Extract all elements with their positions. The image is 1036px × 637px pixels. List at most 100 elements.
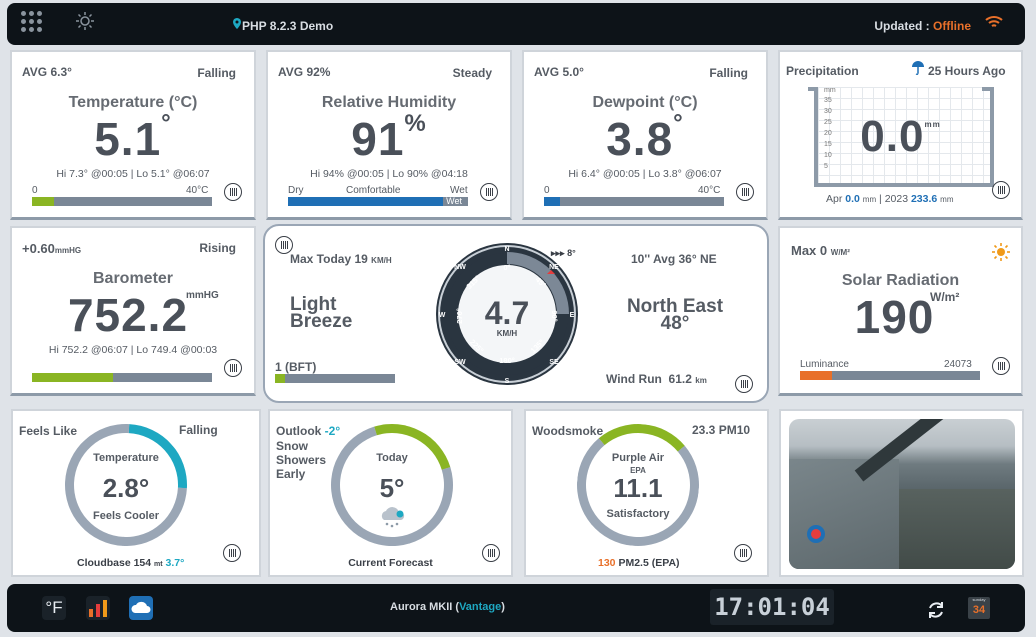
update-status: Updated : Offline <box>874 19 971 33</box>
outlook-card[interactable]: Outlook -2° Snow Showers Early Today 5° Cu… <box>268 402 513 577</box>
barometer-bar <box>32 373 212 382</box>
gauge-unit: mm <box>824 87 836 94</box>
solar-chart-icon[interactable] <box>992 357 1010 375</box>
charts-button[interactable] <box>86 596 110 620</box>
dewpoint-scale-max: 40°C <box>698 185 721 196</box>
gauge-lip-right <box>982 87 992 91</box>
humidity-trend: Steady <box>452 66 492 80</box>
refresh-icon[interactable] <box>926 600 946 620</box>
humidity-avg: AVG 92% <box>278 65 331 79</box>
calendar-day-label: sunday <box>972 597 986 602</box>
weather-button[interactable] <box>129 596 153 620</box>
air-pm25: 130 PM2.5 (EPA) <box>598 557 680 569</box>
webcam-card[interactable] <box>779 409 1024 577</box>
temperature-title: Temperature (°C) <box>68 94 198 111</box>
calendar-day: 34 <box>972 604 986 616</box>
humidity-unit: % <box>404 110 427 137</box>
temperature-chart-icon[interactable] <box>224 183 242 201</box>
luminance-label: Luminance <box>800 359 849 370</box>
humidity-comfortable: Comfortable <box>346 185 401 196</box>
outlook-inner: Today 5° <box>331 424 453 546</box>
temperature-bar-fill <box>32 197 54 206</box>
air-chart-icon[interactable] <box>734 544 752 562</box>
temperature-scale-max: 40°C <box>186 185 209 196</box>
air-title: Purple Air <box>611 452 665 464</box>
station-model-link[interactable]: Vantage <box>459 601 502 613</box>
temperature-value: 5.1° <box>12 110 254 166</box>
wind-max-value: 19 <box>354 252 368 266</box>
top-bar: PHP 8.2.3 Demo Updated : Offline <box>7 3 1025 45</box>
luminance-bar-fill <box>800 371 833 380</box>
barometer-chart-icon[interactable] <box>224 359 242 377</box>
barometer-trend: Rising <box>199 241 236 255</box>
solar-unit: W/m² <box>930 290 960 304</box>
wifi-icon[interactable] <box>985 14 1003 30</box>
wind-chart-icon-right[interactable] <box>735 375 753 393</box>
air-quality-card[interactable]: Woodsmoke 23.3 PM10 Purple Air EPA 11.1 … <box>524 409 769 577</box>
station-name[interactable]: PHP 8.2.3 Demo <box>242 19 334 33</box>
humidity-bar: Wet <box>288 196 468 206</box>
settings-sun-icon[interactable] <box>75 11 95 31</box>
webcam-record-icon[interactable] <box>807 525 825 543</box>
compass-E: E <box>570 312 575 319</box>
air-value: 11.1 <box>613 473 663 503</box>
humidity-wet: Wet <box>450 185 468 196</box>
feels-like-chart-icon[interactable] <box>223 544 241 562</box>
month-unit: mm <box>862 195 877 204</box>
feels-like-card[interactable]: Feels Like Falling Temperature 2.8° Feel… <box>11 398 261 577</box>
dewpoint-bar <box>544 197 724 206</box>
sun-icon <box>992 243 1010 261</box>
barometer-title: Barometer <box>92 270 174 287</box>
precipitation-totals: Apr 0.0 mm | 2023 233.6 mm <box>826 193 954 205</box>
humidity-dry: Dry <box>288 185 304 196</box>
precipitation-card[interactable]: Precipitation 25 Hours Ago mm 35 30 25 20 15… <box>778 50 1023 220</box>
wind-direction-marker: ▸▸▸ 8° <box>551 248 576 258</box>
outlook-line3: Early <box>276 467 306 481</box>
dewpoint-avg: AVG 5.0° <box>534 65 584 79</box>
precipitation-chart-icon[interactable] <box>992 181 1010 199</box>
air-desc: Satisfactory <box>606 508 670 520</box>
luminance-bar <box>800 371 980 380</box>
outlook-label: Outlook -2° <box>276 424 340 438</box>
barometer-card[interactable]: +0.60mmHG Rising Barometer 752.2 mmHG Hi… <box>10 226 256 396</box>
wind-direction-name: North East <box>626 296 724 317</box>
outlook-chart-icon[interactable] <box>482 544 500 562</box>
precipitation-title: Precipitation <box>786 64 859 78</box>
wind-card[interactable]: Max Today 19 KM/H Light Breeze 1 (BFT) N … <box>263 224 769 403</box>
year-unit: mm <box>940 195 954 204</box>
pm25-label: PM2.5 (EPA) <box>618 557 680 569</box>
degree-0: 0° <box>503 263 510 272</box>
calendar-icon[interactable]: sunday 34 <box>968 597 990 619</box>
temperature-bar <box>32 197 212 206</box>
month-value: 0.0 <box>845 193 860 205</box>
outlook-text: Snow Showers Early <box>276 439 326 481</box>
gauge-lip-left <box>808 87 818 91</box>
compass-W: W <box>439 312 446 319</box>
umbrella-icon <box>912 61 924 75</box>
humidity-chart-icon[interactable] <box>480 183 498 201</box>
wind-description-line1: Light <box>290 294 337 315</box>
outlook-today: Today <box>376 452 408 464</box>
wind-bft-bar <box>275 374 395 383</box>
solar-card[interactable]: Max 0 W/M² Solar Radiation 190 W/m² Lumi… <box>778 226 1023 396</box>
barometer-hilo: Hi 752.2 @06:07 | Lo 749.4 @00:03 <box>48 344 218 356</box>
precipitation-unit: mm <box>924 120 941 129</box>
dewpoint-card[interactable]: AVG 5.0° Falling Dewpoint (°C) 3.8° Hi 6… <box>522 50 768 220</box>
wind-marker-degrees: 8° <box>567 248 576 258</box>
dewpoint-title: Dewpoint (°C) <box>592 94 698 111</box>
station-model: Aurora MKII (Vantage) <box>390 601 505 613</box>
temperature-card[interactable]: AVG 6.3° Falling Temperature (°C) 5.1° H… <box>10 50 256 220</box>
webcam-image[interactable] <box>789 419 1015 569</box>
wind-chart-icon-left[interactable] <box>275 236 293 254</box>
wind-max: Max Today 19 KM/H <box>290 252 392 266</box>
apps-grid-icon[interactable] <box>21 11 45 35</box>
dewpoint-chart-icon[interactable] <box>736 183 754 201</box>
precipitation-number: 0.0 <box>860 112 925 161</box>
dewpoint-bar-fill <box>544 197 561 206</box>
unit-toggle-button[interactable]: °F <box>42 596 66 620</box>
temperature-number: 5.1 <box>94 113 162 165</box>
gauge-tick-label: 25 <box>824 119 832 126</box>
humidity-number: 91 <box>351 113 405 165</box>
pm25-value: 130 <box>598 557 616 569</box>
humidity-card[interactable]: AVG 92% Steady Relative Humidity 91% Hi … <box>266 50 512 220</box>
